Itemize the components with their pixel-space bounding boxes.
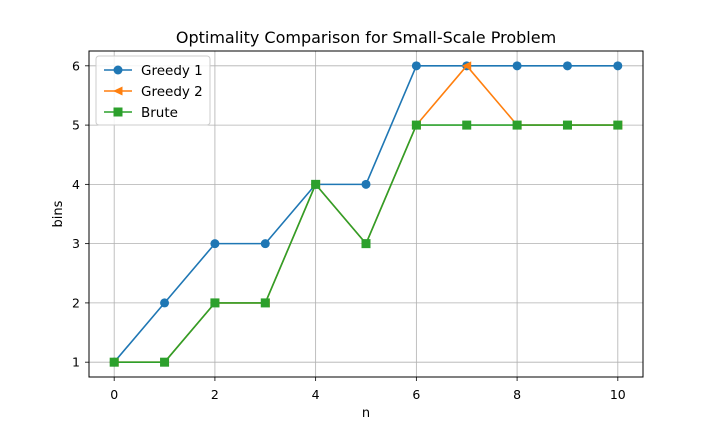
legend-entry-brute: Brute [104,105,178,121]
y-tick-label: 1 [72,355,80,370]
data-point-greedy-1 [613,61,623,71]
data-point-brute [411,120,421,130]
y-tick-label: 5 [72,118,80,133]
data-point-brute [361,239,371,249]
data-point-brute [260,298,270,308]
y-tick-label: 2 [72,295,80,310]
y-tick-label: 6 [72,58,80,73]
data-point-greedy-1 [160,298,170,308]
x-tick-label: 10 [610,387,626,402]
legend: Greedy 1 Greedy 2 Brute [95,55,211,126]
data-point-greedy-1 [260,239,270,249]
y-axis-label: bins [51,200,66,227]
x-tick-label: 8 [513,387,521,402]
plot-frame [88,50,644,378]
data-point-brute [160,357,170,367]
data-point-brute [109,357,119,367]
data-point-greedy-1 [361,179,371,189]
x-tick-label: 4 [312,387,320,402]
data-point-greedy-2 [461,61,472,71]
legend-label: Greedy 2 [141,84,203,100]
legend-label: Brute [141,105,178,121]
y-tick-label: 3 [72,236,80,251]
data-point-brute [210,298,220,308]
y-tick-label: 4 [72,177,80,192]
x-tick-label: 6 [412,387,420,402]
series-brute [109,120,623,367]
legend-entry-greedy-1: Greedy 1 [104,63,203,79]
legend-marker [113,65,123,75]
data-point-brute [562,120,572,130]
data-point-greedy-1 [562,61,572,71]
data-point-brute [512,120,522,130]
data-point-brute [311,179,321,189]
legend-marker [113,107,123,117]
legend-box [95,55,211,126]
chart-title: Optimality Comparison for Small-Scale Pr… [176,28,556,47]
data-point-brute [462,120,472,130]
data-point-brute [613,120,623,130]
data-point-greedy-1 [512,61,522,71]
x-tick-label: 2 [211,387,219,402]
data-point-greedy-1 [411,61,421,71]
legend-label: Greedy 1 [141,63,203,79]
x-axis-label: n [362,406,370,421]
x-tick-label: 0 [110,387,118,402]
legend-marker [113,86,123,96]
data-point-greedy-1 [210,239,220,249]
series-layer [109,61,623,367]
legend-entry-greedy-2: Greedy 2 [104,84,203,100]
